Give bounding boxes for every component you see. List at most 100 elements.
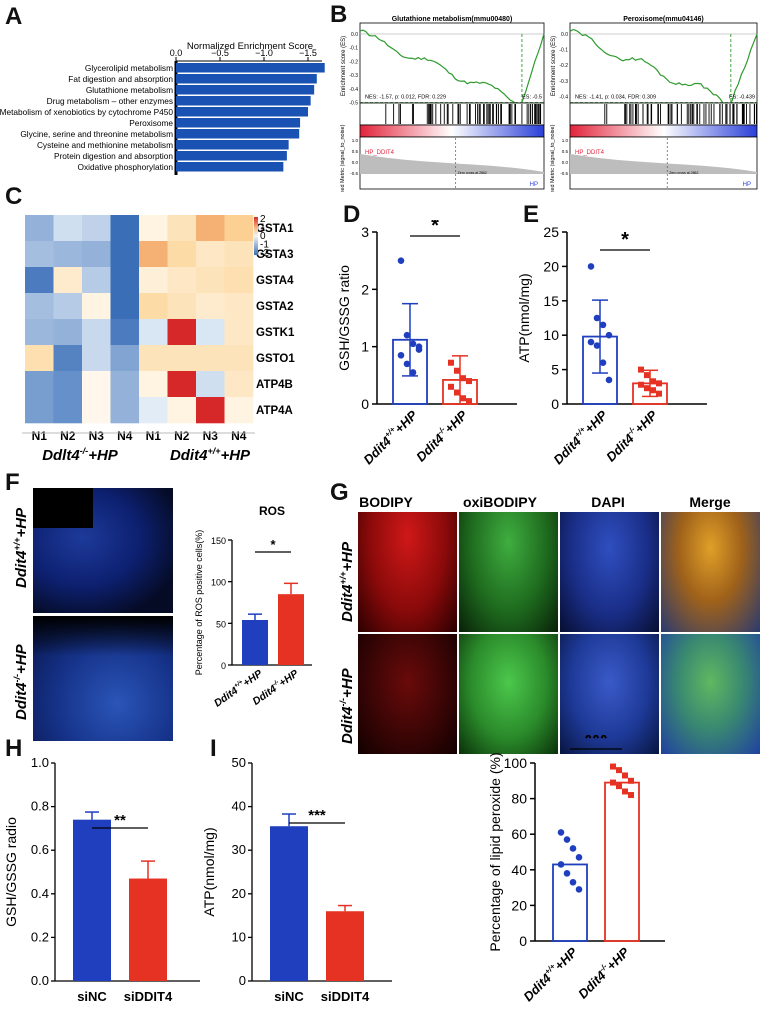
panel-g-image-grid — [358, 512, 760, 754]
panel-c-gene-label: GSTA4 — [256, 275, 294, 287]
panel-f-micro-ddit4-ko — [33, 616, 173, 741]
panel-b-gsea-left: Glutathione metabolism(mmu00480) Enrichme… — [338, 14, 548, 203]
data-point — [557, 829, 565, 836]
panel-a-tick-label: −1.0 — [255, 48, 273, 58]
data-point — [563, 870, 571, 877]
data-point — [466, 378, 472, 385]
panel-c-heatmap: GSTA1 GSTA3 GSTA4 GSTA2 GSTK1 GSTO1 ATP4B ATP4A… — [22, 214, 295, 463]
sig-label: ** — [114, 812, 126, 829]
y-tick-label: 0.8 — [31, 799, 49, 814]
y-tick-label: 0.0 — [31, 973, 49, 988]
y-tick-label: 50 — [232, 755, 246, 770]
data-point — [593, 314, 601, 322]
data-point — [575, 886, 583, 893]
y-tick-label: 5 — [551, 362, 559, 378]
panel-c-cell — [224, 293, 254, 320]
panel-c-cell — [53, 371, 83, 398]
panel-a-pathway-label: Oxidative phosphorylation — [78, 162, 174, 172]
y-tick-label: 1 — [361, 339, 369, 355]
panel-g-column-header: BODIPY — [359, 494, 413, 510]
panel-b-es-tick: -0.4 — [349, 87, 358, 93]
panel-c-cell — [196, 293, 225, 320]
data-point — [616, 767, 622, 774]
panel-a-bar — [176, 74, 317, 84]
data-point — [605, 331, 613, 339]
panel-a-bar — [176, 162, 284, 172]
sig-label: * — [431, 220, 439, 237]
panel-c-cell — [110, 345, 140, 372]
panel-c-sample-label: N2 — [174, 429, 190, 443]
panel-f-ros-chart: 0 50 100 150 Percentage of ROS positive cell… — [194, 505, 312, 710]
panel-c-cell — [82, 319, 111, 346]
value-bar — [73, 819, 111, 981]
data-point — [616, 783, 622, 790]
value-bar — [129, 878, 167, 981]
panel-b-rank-area — [360, 154, 544, 174]
panel-g-column-header: Merge — [689, 494, 730, 510]
panel-c-cell — [110, 371, 140, 398]
y-axis-label: ATP(nmol/mg) — [516, 273, 532, 362]
panel-b-es-curve — [359, 29, 545, 108]
panel-c-cell — [110, 267, 140, 294]
panel-c-cell — [167, 267, 197, 294]
y-tick-label: 3 — [361, 224, 369, 240]
panel-c-cell — [25, 241, 54, 268]
panel-g-micrograph — [560, 512, 659, 632]
data-point — [569, 845, 577, 852]
panel-c-gene-label: ATP4B — [256, 379, 293, 391]
data-point — [638, 366, 644, 373]
panel-c-sample-label: N3 — [203, 429, 219, 443]
panel-a-pathway-label: Drug metabolism – other enzymes — [47, 96, 173, 106]
panel-c-cell — [139, 293, 168, 320]
y-tick-label: 0.2 — [31, 929, 49, 944]
panel-c-cell — [224, 397, 254, 424]
panel-c-legend-tick: 1 — [260, 223, 266, 234]
panel-c-cell — [25, 345, 54, 372]
y-tick-label: 20 — [543, 258, 559, 274]
panel-c-cell — [53, 241, 83, 268]
panel-b-stats: NES: -1.41, p: 0.034, FDR: 0.309 — [575, 95, 656, 101]
panel-c-group-left: Ddlt4-/-+HP — [42, 446, 119, 463]
panel-c-legend-bar — [254, 217, 258, 255]
panel-c-gene-label: GSTA2 — [256, 301, 294, 313]
data-point — [587, 338, 595, 346]
y-tick-label: 30 — [232, 842, 246, 857]
x-group-label: siDDIT4 — [124, 989, 173, 1004]
panel-c-cell — [25, 319, 54, 346]
panel-a-tick-label: −1.5 — [299, 48, 317, 58]
panel-c-sample-label: N4 — [231, 429, 247, 443]
panel-c-cell — [25, 293, 54, 320]
panel-label-h: H — [5, 735, 23, 762]
data-point — [638, 381, 644, 388]
value-bar — [270, 826, 308, 981]
panel-a-pathway-label: Glycerolipid metabolism — [85, 63, 173, 73]
panel-c-cell — [167, 293, 197, 320]
sig-label: * — [621, 229, 629, 251]
panel-c-cell — [196, 215, 225, 242]
panel-c-sample-label: N3 — [89, 429, 105, 443]
y-tick-label: 0.4 — [31, 886, 49, 901]
panel-g-row-ko: Ddit4-/-+HP — [338, 667, 356, 744]
panel-label-b: B — [330, 1, 348, 28]
panel-c-group-right: Ddit4+/++HP — [170, 446, 251, 463]
panel-a-pathway-label: Protein digestion and absorption — [54, 151, 173, 161]
panel-g-micrograph — [459, 512, 558, 632]
x-group-label: siNC — [274, 989, 304, 1004]
panel-a-bar — [176, 151, 287, 161]
panel-c-cell — [167, 319, 197, 346]
panel-c-cell — [53, 319, 83, 346]
x-group-label: Ddit4+/++HP — [360, 407, 421, 468]
panel-c-sample-label: N1 — [146, 429, 162, 443]
panel-c-cell — [82, 215, 111, 242]
panel-a-title: Normalized Enrichment Score — [187, 41, 313, 52]
sig-label: *** — [308, 807, 326, 824]
panel-g-micrograph — [661, 634, 760, 754]
panel-b-title: Glutathione metabolism(mmu00480) — [392, 16, 513, 23]
panel-c-cell — [167, 371, 197, 398]
panel-c-gene-label: GSTO1 — [256, 353, 295, 365]
panel-c-gene-label: GSTK1 — [256, 327, 295, 339]
sig-label: * — [270, 537, 276, 552]
panel-c-legend-tick: 2 — [260, 214, 266, 225]
panel-g-micrograph — [459, 634, 558, 754]
panel-a-pathway-label: Cysteine and methionine metabolism — [37, 140, 173, 150]
